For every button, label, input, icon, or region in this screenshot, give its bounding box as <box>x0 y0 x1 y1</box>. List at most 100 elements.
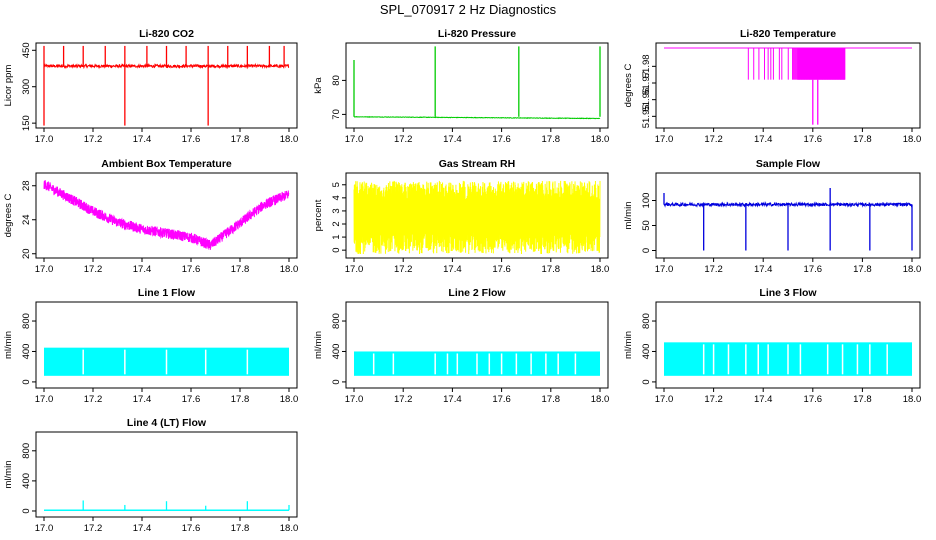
x-tick-label: 17.2 <box>84 134 103 145</box>
y-tick-label: 5 <box>331 182 342 187</box>
x-tick-label: 18.0 <box>280 134 299 145</box>
panel-title: Line 3 Flow <box>759 287 817 299</box>
x-tick-label: 17.4 <box>133 264 152 275</box>
y-tick-label: 80 <box>331 75 342 86</box>
y-axis-label: degrees C <box>623 63 634 107</box>
y-tick-label: 0 <box>331 379 342 384</box>
y-tick-label: 400 <box>641 344 652 360</box>
x-tick-label: 17.0 <box>35 523 54 534</box>
y-axis-label: Licor ppm <box>3 65 14 107</box>
x-tick-label: 17.8 <box>542 134 561 145</box>
x-tick-label: 17.6 <box>182 394 201 405</box>
plot-frame <box>345 172 609 259</box>
x-tick-label: 17.8 <box>231 264 250 275</box>
x-tick-label: 17.4 <box>443 134 462 145</box>
series-line <box>663 201 913 208</box>
y-tick-label: 3 <box>331 208 342 213</box>
y-tick-label: 400 <box>21 473 32 489</box>
y-tick-label: 4 <box>331 195 342 200</box>
chart-panel-pressure: Li-820 Pressure 17.0 17.2 17.4 17.6 17.8 18.0 7… <box>313 28 609 145</box>
y-tick-label: 28 <box>21 180 32 191</box>
x-tick-label: 17.0 <box>655 134 674 145</box>
y-tick-label: 800 <box>331 313 342 329</box>
y-tick-label: 0 <box>641 379 652 384</box>
x-tick-label: 17.2 <box>704 264 723 275</box>
y-tick-label: 51.95 <box>641 104 652 128</box>
panel-title: Line 1 Flow <box>138 287 196 299</box>
x-tick-label: 17.0 <box>655 264 674 275</box>
plot-frame <box>35 42 298 129</box>
y-axis-label: ml/min <box>313 331 324 359</box>
x-tick-label: 17.0 <box>345 394 364 405</box>
chart-panel-rh: Gas Stream RH 17.0 17.2 17.4 17.6 17.8 18.0 0 1 2… <box>313 158 609 275</box>
y-axis-label: ml/min <box>3 331 14 359</box>
y-tick-label: 0 <box>331 248 342 253</box>
x-tick-label: 17.6 <box>492 264 511 275</box>
y-axis-label: kPa <box>313 77 324 94</box>
plot-frame <box>35 301 298 389</box>
y-tick-label: 24 <box>21 214 32 225</box>
chart-panel-line2: Line 2 Flow 17.0 17.2 17.4 17.6 17.8 18.0 0 400 8… <box>313 287 609 405</box>
chart-panel-licor_temp: Li-820 Temperature 17.0 17.2 17.4 17.6 17.8 18… <box>623 28 921 145</box>
x-tick-label: 17.4 <box>133 394 152 405</box>
y-tick-label: 300 <box>21 79 32 95</box>
y-tick-label: 0 <box>21 379 32 384</box>
series-line <box>353 180 601 255</box>
y-tick-label: 2 <box>331 221 342 226</box>
panel-title: Line 2 Flow <box>448 287 506 299</box>
x-tick-label: 17.8 <box>853 394 872 405</box>
panel-title: Ambient Box Temperature <box>101 158 232 170</box>
x-tick-label: 17.6 <box>492 394 511 405</box>
x-tick-label: 17.6 <box>182 134 201 145</box>
y-tick-label: 400 <box>331 344 342 360</box>
x-tick-label: 17.0 <box>35 264 54 275</box>
dip-block <box>792 48 846 80</box>
chart-panel-line3: Line 3 Flow 17.0 17.2 17.4 17.6 17.8 18.0 0 400 8… <box>623 287 921 405</box>
y-tick-label: 70 <box>331 109 342 120</box>
y-tick-label: 450 <box>21 42 32 58</box>
y-axis-label: percent <box>313 199 324 231</box>
x-tick-label: 18.0 <box>903 134 922 145</box>
x-tick-label: 17.2 <box>84 264 103 275</box>
panel-title: Sample Flow <box>756 158 821 170</box>
y-tick-label: 800 <box>21 443 32 459</box>
x-tick-label: 18.0 <box>903 394 922 405</box>
x-tick-label: 17.0 <box>35 394 54 405</box>
x-tick-label: 17.0 <box>655 394 674 405</box>
y-tick-label: 20 <box>21 248 32 259</box>
x-tick-label: 18.0 <box>591 264 610 275</box>
x-tick-label: 17.2 <box>394 394 413 405</box>
x-tick-label: 17.4 <box>443 394 462 405</box>
plot-frame <box>35 431 298 518</box>
x-tick-label: 17.6 <box>182 523 201 534</box>
panel-title: Gas Stream RH <box>439 158 515 170</box>
x-tick-label: 17.4 <box>443 264 462 275</box>
y-tick-label: 51.96 <box>641 88 652 112</box>
series-line <box>353 115 601 120</box>
x-tick-label: 17.8 <box>542 394 561 405</box>
y-axis-label: ml/min <box>623 202 634 230</box>
x-tick-label: 17.8 <box>231 134 250 145</box>
y-tick-label: 100 <box>641 193 652 209</box>
x-tick-label: 18.0 <box>903 264 922 275</box>
panel-title: Li-820 CO2 <box>139 28 194 40</box>
x-tick-label: 17.4 <box>133 523 152 534</box>
y-axis-label: ml/min <box>3 461 14 489</box>
x-tick-label: 18.0 <box>280 264 299 275</box>
y-tick-label: 0 <box>641 248 652 253</box>
plot-frame <box>655 172 921 259</box>
y-tick-label: 800 <box>641 313 652 329</box>
x-tick-label: 17.8 <box>853 134 872 145</box>
y-tick-label: 800 <box>21 313 32 329</box>
x-tick-label: 17.6 <box>804 394 823 405</box>
y-tick-label: 150 <box>21 115 32 131</box>
x-tick-label: 18.0 <box>591 134 610 145</box>
panel-title: Li-820 Temperature <box>740 28 836 40</box>
panel-title: Line 4 (LT) Flow <box>127 417 207 429</box>
y-tick-label: 400 <box>21 344 32 360</box>
y-tick-label: 50 <box>641 220 652 231</box>
x-tick-label: 17.4 <box>754 134 773 145</box>
y-tick-label: 1 <box>331 234 342 239</box>
x-tick-label: 17.6 <box>804 264 823 275</box>
x-tick-label: 17.2 <box>704 394 723 405</box>
